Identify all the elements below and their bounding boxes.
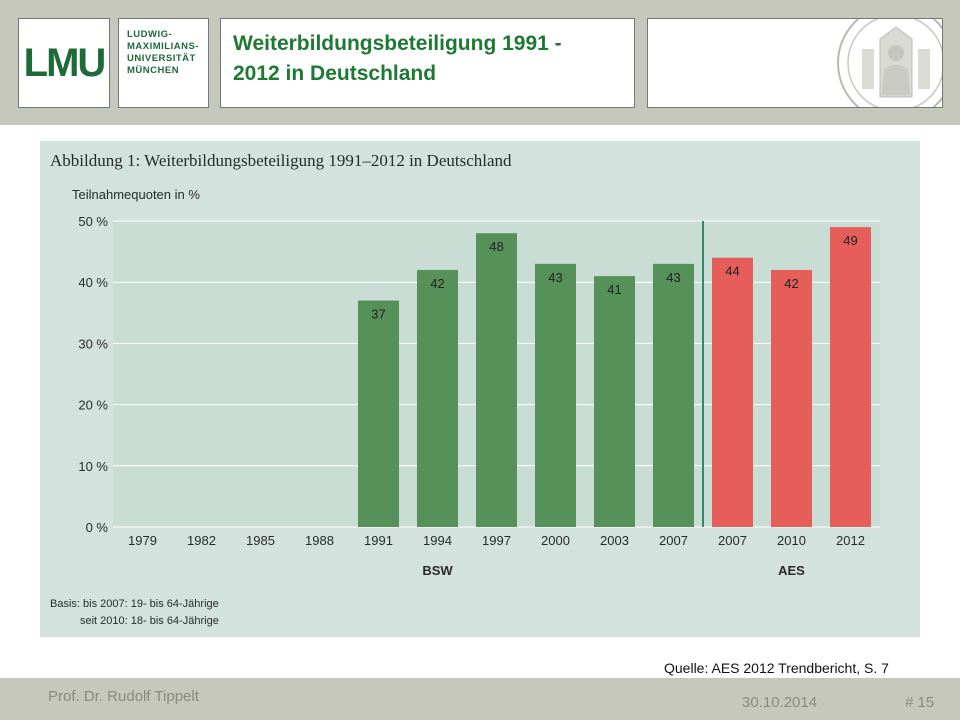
- x-tick-label: 2012: [836, 533, 865, 548]
- bar: [594, 276, 635, 527]
- basis-line: seit 2010: 18- bis 64-Jährige: [80, 615, 219, 627]
- x-tick-label: 1988: [305, 533, 334, 548]
- group-label: BSW: [422, 563, 453, 578]
- university-line: MÜNCHEN: [127, 65, 180, 76]
- data-label: 43: [666, 270, 680, 285]
- seal-icon: [837, 19, 942, 107]
- data-label: 41: [607, 282, 621, 297]
- y-axis-label: Teilnahmequoten in %: [72, 187, 200, 202]
- chart-title: Abbildung 1: Weiterbildungsbeteiligung 1…: [50, 151, 512, 170]
- bar: [830, 227, 871, 527]
- data-label: 42: [784, 276, 798, 291]
- page-number: # 15: [905, 694, 935, 711]
- data-label: 49: [843, 233, 857, 248]
- bar: [653, 263, 694, 527]
- x-tick-label: 1985: [246, 533, 275, 548]
- x-tick-label: 2007: [659, 533, 688, 548]
- y-tick-label: 10 %: [78, 459, 108, 474]
- university-name-block: LUDWIG- MAXIMILIANS- UNIVERSITÄT MÜNCHEN: [118, 18, 209, 108]
- data-label: 44: [725, 264, 739, 279]
- x-tick-label: 1979: [128, 533, 157, 548]
- author-name: Prof. Dr. Rudolf Tippelt: [48, 688, 199, 705]
- bar: [476, 233, 517, 527]
- y-tick-label: 0 %: [86, 520, 109, 535]
- university-seal: [647, 18, 943, 108]
- footer-bar: Prof. Dr. Rudolf Tippelt 30.10.2014 # 15: [0, 678, 960, 720]
- x-tick-label: 1994: [423, 533, 452, 548]
- bar: [417, 269, 458, 527]
- slide-date: 30.10.2014: [742, 694, 818, 711]
- bar-chart: 0 % 10 % 20 % 30 % 40 % 50 % 1979 1982 1985 1988 1…: [78, 214, 880, 578]
- data-label: 43: [548, 270, 562, 285]
- y-tick-label: 20 %: [78, 398, 108, 413]
- y-tick-label: 30 %: [78, 336, 108, 351]
- slide-title-box: Weiterbildungsbeteiligung 1991 - 2012 in…: [220, 18, 635, 108]
- data-label: 48: [489, 239, 503, 254]
- source-citation: Quelle: AES 2012 Trendbericht, S. 7: [664, 660, 889, 676]
- slide-title-line: Weiterbildungsbeteiligung 1991 -: [233, 32, 562, 55]
- bar: [535, 263, 576, 527]
- university-line: LUDWIG-: [127, 29, 173, 40]
- bar: [771, 269, 812, 527]
- x-tick-label: 2003: [600, 533, 629, 548]
- bar: [712, 257, 753, 527]
- x-tick-label: 2007: [718, 533, 747, 548]
- logo-text: LMU: [23, 40, 107, 85]
- y-tick-label: 50 %: [78, 214, 108, 229]
- lmu-logo: LMU: [18, 18, 110, 108]
- x-tick-label: 1997: [482, 533, 511, 548]
- group-label: AES: [778, 563, 805, 578]
- header-bar: LMU LUDWIG- MAXIMILIANS- UNIVERSITÄT MÜN…: [0, 0, 960, 125]
- slide-title-line: 2012 in Deutschland: [233, 62, 437, 85]
- x-tick-label: 1991: [364, 533, 393, 548]
- university-line: UNIVERSITÄT: [127, 53, 196, 64]
- x-tick-label: 2010: [777, 533, 806, 548]
- data-label: 42: [430, 276, 444, 291]
- university-line: MAXIMILIANS-: [127, 41, 199, 52]
- basis-line: Basis: bis 2007: 19- bis 64-Jährige: [50, 598, 219, 610]
- x-tick-label: 2000: [541, 533, 570, 548]
- y-tick-label: 40 %: [78, 275, 108, 290]
- data-label: 37: [371, 307, 385, 322]
- x-tick-label: 1982: [187, 533, 216, 548]
- bar: [358, 300, 399, 527]
- chart-figure: Abbildung 1: Weiterbildungsbeteiligung 1…: [40, 141, 920, 637]
- chart-basis-note: Basis: bis 2007: 19- bis 64-Jährige seit…: [50, 596, 219, 630]
